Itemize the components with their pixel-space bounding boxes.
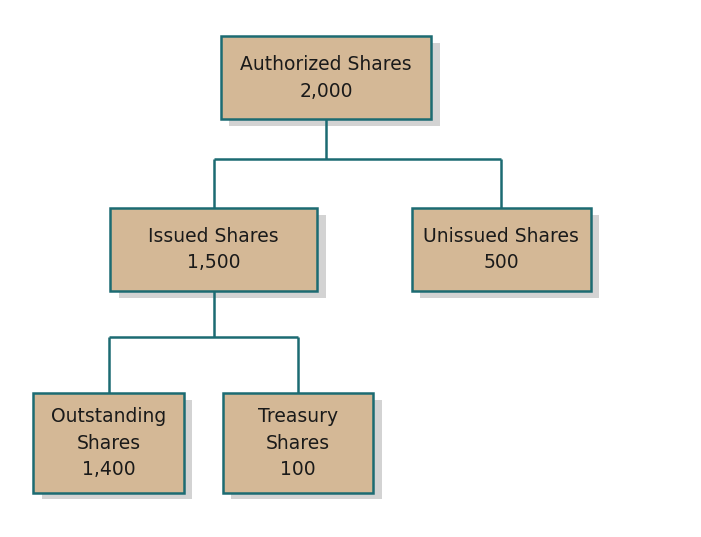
FancyBboxPatch shape [119,214,325,297]
Text: Outstanding
Shares
1,400: Outstanding Shares 1,400 [51,407,166,479]
FancyBboxPatch shape [223,393,373,493]
FancyBboxPatch shape [221,37,431,120]
FancyBboxPatch shape [231,400,381,499]
FancyBboxPatch shape [111,208,317,291]
FancyBboxPatch shape [42,400,192,499]
Text: Treasury
Shares
100: Treasury Shares 100 [258,407,338,479]
FancyBboxPatch shape [229,43,440,126]
Text: Issued Shares
1,500: Issued Shares 1,500 [149,227,279,272]
Text: Authorized Shares
2,000: Authorized Shares 2,000 [240,55,411,100]
FancyBboxPatch shape [34,393,184,493]
Text: Unissued Shares
500: Unissued Shares 500 [423,227,579,272]
FancyBboxPatch shape [411,208,590,291]
FancyBboxPatch shape [420,214,599,297]
